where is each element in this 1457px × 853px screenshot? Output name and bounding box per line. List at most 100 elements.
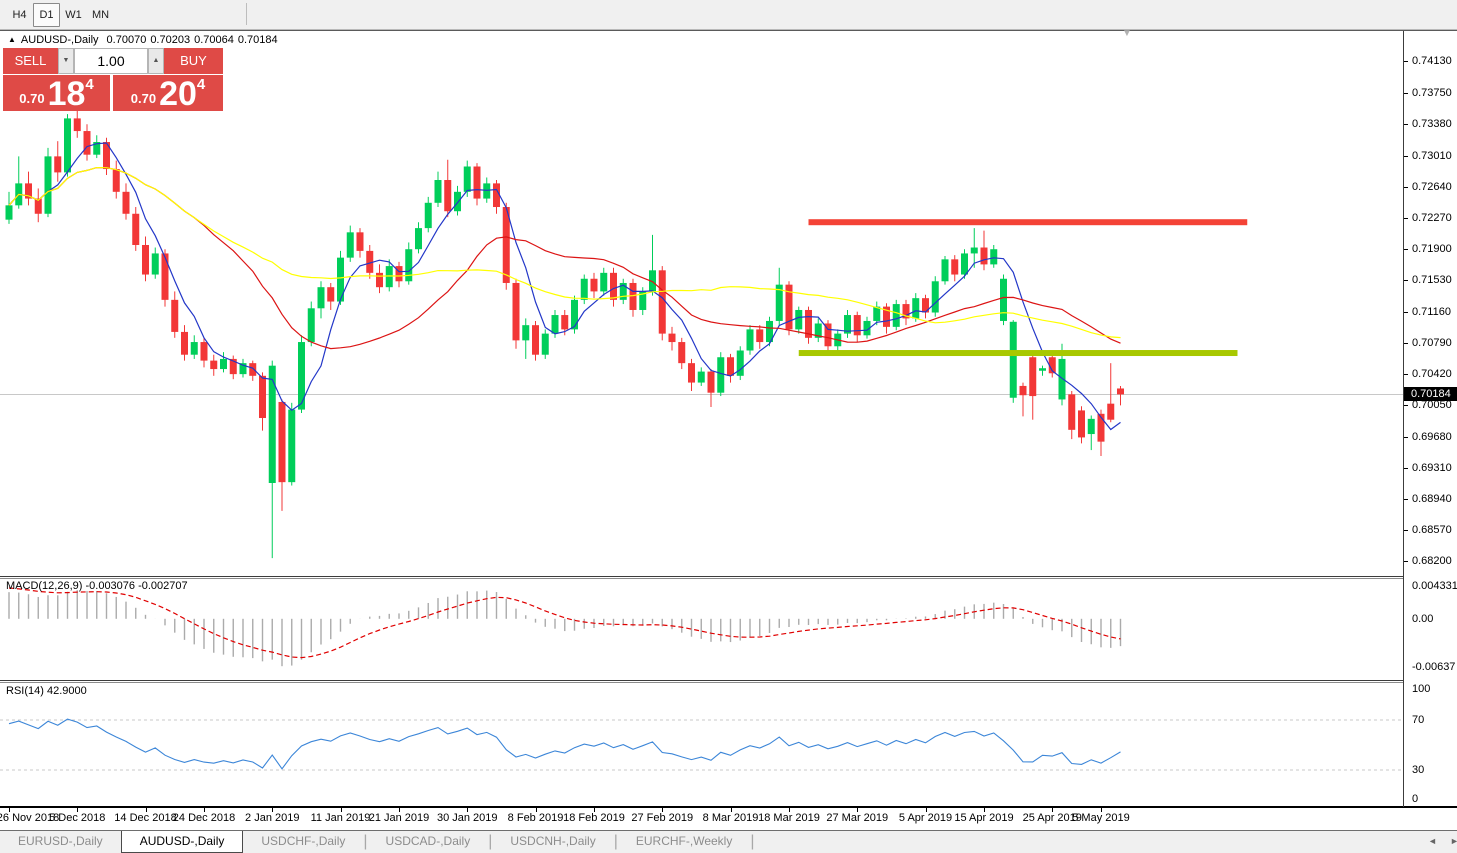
rsi-axis-label: 100 (1412, 683, 1431, 695)
candle-body (259, 375, 266, 419)
candle-body (64, 118, 71, 173)
timeframe-button-d1[interactable]: D1 (33, 3, 60, 27)
chart-tab-usdcnh-daily[interactable]: USDCNH-,Daily (510, 834, 596, 848)
candle-body (824, 323, 832, 347)
candle-body (103, 142, 110, 170)
macd-axis-label: 0.00 (1412, 612, 1434, 625)
buy-price-big: 20 (159, 75, 197, 113)
symbol-marker-icon: ▲ (8, 35, 16, 44)
candle-body (951, 259, 959, 275)
macd-pane (8, 587, 1122, 667)
ohlc-close: 0.70184 (237, 34, 278, 46)
date-label: 26 Nov 2018 (0, 812, 60, 824)
candle-body (610, 272, 617, 300)
price-axis[interactable]: 0.74130 0.73750 0.73380 0.73010 0.72640 0.722… (1404, 31, 1457, 806)
candle-body (1019, 385, 1027, 396)
date-label: 11 Jan 2019 (310, 812, 371, 824)
sell-button[interactable]: SELL (3, 48, 58, 74)
chart-tab-eurusd-daily[interactable]: EURUSD-,Daily (18, 834, 103, 848)
candle-body (181, 331, 188, 355)
candle-body (1009, 321, 1017, 398)
rsi-axis-label: 70 (1412, 713, 1425, 726)
macd-axis-label: 0.004331 (1412, 580, 1457, 592)
symbol-title: AUDUSD-,Daily (20, 34, 99, 46)
candle-body (1000, 278, 1007, 321)
price-axis-tick (1404, 499, 1408, 501)
rsi-axis-label: 0 (1412, 793, 1419, 805)
timeframe-toolbar: H4 D1 W1 MN (0, 0, 1457, 30)
candle-body (395, 266, 403, 282)
chart-tab-eurchf-weekly[interactable]: EURCHF-,Weekly (635, 834, 733, 848)
price-tick-label: 0.71160 (1412, 305, 1451, 318)
candle-body (337, 257, 344, 302)
price-axis-tick (1404, 249, 1408, 251)
candle-body (736, 350, 744, 376)
date-axis-tick (145, 808, 147, 812)
candle-body (649, 270, 656, 292)
ohlc-high: 0.70203 (150, 34, 191, 46)
timeframe-button-w1[interactable]: W1 (65, 9, 82, 21)
candle-body (931, 281, 939, 313)
candle-body (93, 142, 101, 155)
candle-body (44, 156, 52, 214)
date-label: 18 Feb 2019 (563, 812, 625, 824)
timeframe-button-mn[interactable]: MN (91, 9, 110, 21)
date-label: 5 May 2019 (1072, 812, 1130, 824)
date-axis-tick (925, 808, 927, 812)
chart-tab-audusd-daily[interactable]: AUDUSD-,Daily (120, 831, 244, 853)
candle-body (961, 253, 968, 275)
candle-body (902, 304, 910, 319)
candle-body (1039, 368, 1046, 371)
price-tick-label: 0.68200 (1412, 555, 1452, 568)
main-chart-pane (0, 109, 1403, 559)
date-axis-tick (535, 808, 537, 812)
buy-button[interactable]: BUY (164, 48, 223, 74)
chart-tab-usdcad-daily[interactable]: USDCAD-,Daily (385, 834, 471, 848)
candle-body (25, 183, 32, 199)
candle-body (502, 207, 510, 283)
candle-body (756, 329, 764, 343)
date-axis[interactable]: 26 Nov 2018 5 Dec 2018 14 Dec 2018 24 Dec 2… (0, 808, 1457, 830)
volume-input[interactable]: 1.00 (74, 48, 148, 74)
date-axis-tick (399, 808, 400, 812)
price-tick-label: 0.69680 (1412, 430, 1452, 443)
candle-body (863, 320, 871, 336)
price-tick-label: 0.73750 (1412, 87, 1452, 100)
candle-body (288, 409, 296, 483)
candle-body (190, 342, 198, 355)
date-axis-tick (730, 808, 732, 812)
date-label: 27 Feb 2019 (631, 812, 694, 824)
tab-scroll-right-icon[interactable]: ► (1450, 836, 1457, 846)
price-axis-tick (1404, 124, 1408, 126)
toolbar-separator (246, 3, 247, 25)
buy-price-prefix: 0.70 (130, 91, 157, 106)
candle-body (493, 183, 500, 208)
tab-scroll-left-icon[interactable]: ◄ (1428, 836, 1437, 846)
buy-price-quote[interactable]: 0.70 20 4 (113, 75, 223, 111)
price-tick-label: 0.73380 (1412, 118, 1452, 131)
candle-body (561, 315, 569, 330)
candle-body (941, 259, 949, 282)
timeframe-button-h4[interactable]: H4 (12, 9, 27, 21)
date-label: 2 Jan 2019 (245, 812, 300, 824)
candle-body (873, 306, 881, 321)
chart-shift-marker-icon[interactable]: ▼ (1122, 28, 1132, 39)
candle-body (629, 282, 637, 310)
candle-body (766, 320, 773, 343)
resistance-line[interactable] (808, 219, 1248, 226)
candle-body (844, 315, 851, 334)
candle-body (171, 299, 179, 332)
candle-body (912, 298, 920, 319)
candle-body (658, 270, 666, 334)
support-line[interactable] (798, 350, 1238, 357)
rsi-value: 42.9000 (46, 685, 87, 697)
sell-price-quote[interactable]: 0.70 18 4 (3, 75, 110, 111)
price-axis-tick (1404, 61, 1408, 62)
chart-tab-usdchf-daily[interactable]: USDCHF-,Daily (261, 834, 346, 848)
date-axis-tick (857, 808, 859, 812)
price-axis-tick (1404, 186, 1408, 188)
volume-increase-button[interactable]: ▲ (148, 48, 164, 74)
volume-decrease-button[interactable]: ▼ (58, 48, 74, 74)
current-price-tag: 0.70184 (1404, 387, 1457, 402)
candle-body (385, 266, 393, 288)
